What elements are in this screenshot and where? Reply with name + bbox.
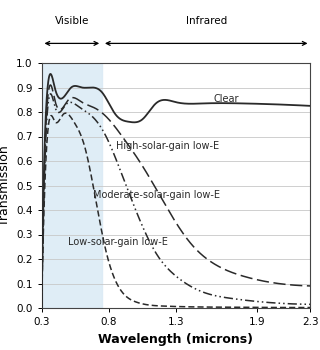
Text: Infrared: Infrared	[186, 16, 227, 26]
Text: Visible: Visible	[55, 16, 89, 26]
X-axis label: Wavelength (microns): Wavelength (microns)	[99, 332, 253, 345]
Text: Low-solar-gain low-E: Low-solar-gain low-E	[68, 237, 168, 247]
Text: Clear: Clear	[214, 93, 239, 104]
Text: High-solar-gain low-E: High-solar-gain low-E	[116, 141, 219, 151]
Bar	[42, 63, 102, 308]
Text: Moderate-solar-gain low-E: Moderate-solar-gain low-E	[93, 190, 220, 200]
Y-axis label: Transmission: Transmission	[0, 145, 11, 226]
